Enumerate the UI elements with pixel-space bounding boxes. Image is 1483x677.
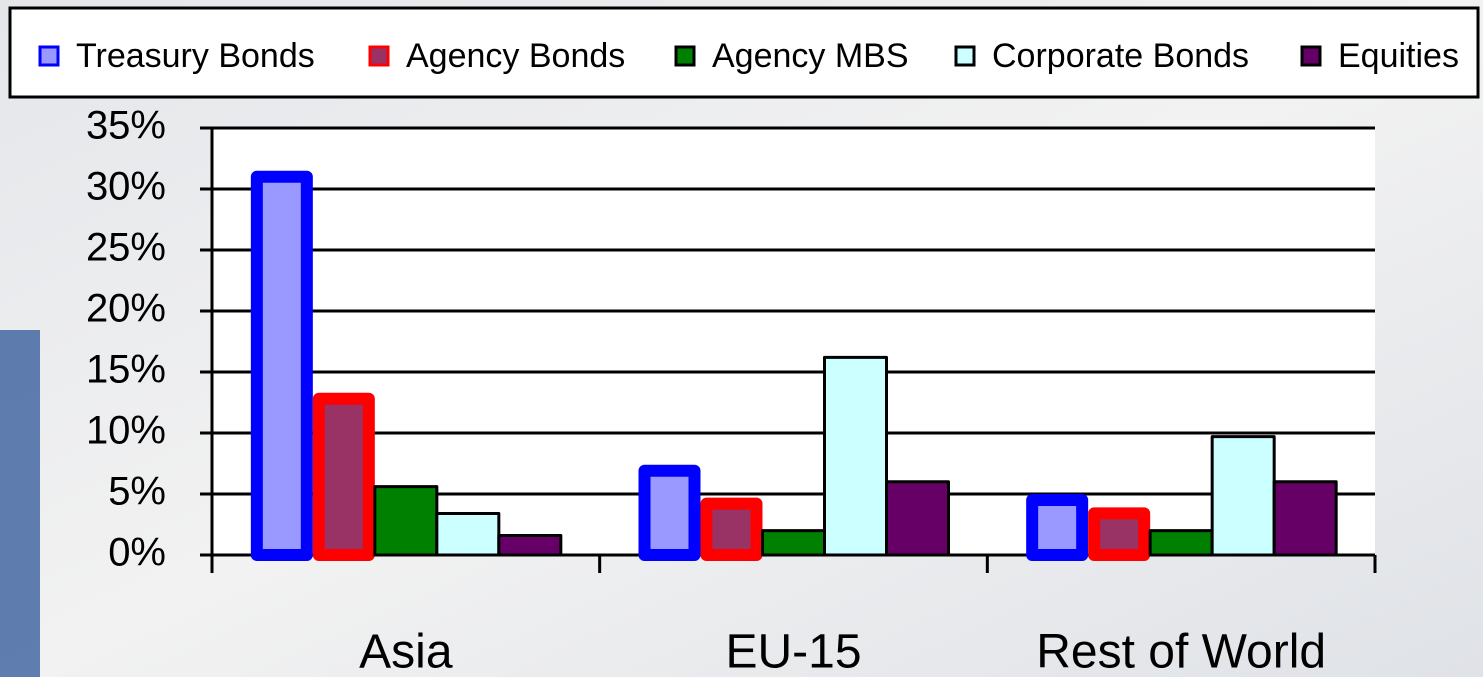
y-tick-label: 25% (86, 226, 166, 270)
y-tick-label: 15% (86, 348, 166, 392)
y-tick-label: 5% (108, 470, 166, 514)
plot-area (212, 128, 1375, 555)
bar (638, 464, 701, 561)
legend-label: Agency Bonds (406, 37, 625, 75)
y-tick-label: 10% (86, 409, 166, 453)
x-tick-label: Asia (359, 626, 453, 677)
legend-swatch (368, 45, 390, 67)
legend-label: Equities (1338, 37, 1459, 75)
y-tick-label: 30% (86, 165, 166, 209)
bar (1272, 480, 1338, 557)
legend-box (8, 6, 1480, 99)
bar (885, 480, 950, 557)
legend-swatch (1300, 45, 1322, 67)
background-accent (0, 330, 40, 677)
x-tick-label: EU-15 (725, 626, 861, 677)
y-tick-label: 20% (86, 287, 166, 331)
bar (823, 355, 888, 557)
legend-label: Agency MBS (712, 37, 909, 75)
bar (1210, 435, 1276, 557)
x-tick-label: Rest of World (1036, 626, 1326, 677)
bar (435, 512, 501, 557)
legend-label: Treasury Bonds (76, 37, 315, 75)
y-tick-label: 35% (86, 104, 166, 148)
bar (1026, 494, 1089, 561)
legend-swatch (38, 45, 60, 67)
bar (373, 485, 439, 557)
bar (497, 533, 563, 557)
bar (761, 529, 826, 557)
bar (312, 392, 375, 561)
bar (1088, 507, 1151, 561)
legend-swatch (674, 45, 696, 67)
bar (250, 170, 313, 561)
bar (1148, 529, 1214, 557)
legend-swatch (954, 45, 976, 67)
bar (700, 497, 763, 562)
legend-label: Corporate Bonds (992, 37, 1249, 75)
y-tick-label: 0% (108, 531, 166, 575)
